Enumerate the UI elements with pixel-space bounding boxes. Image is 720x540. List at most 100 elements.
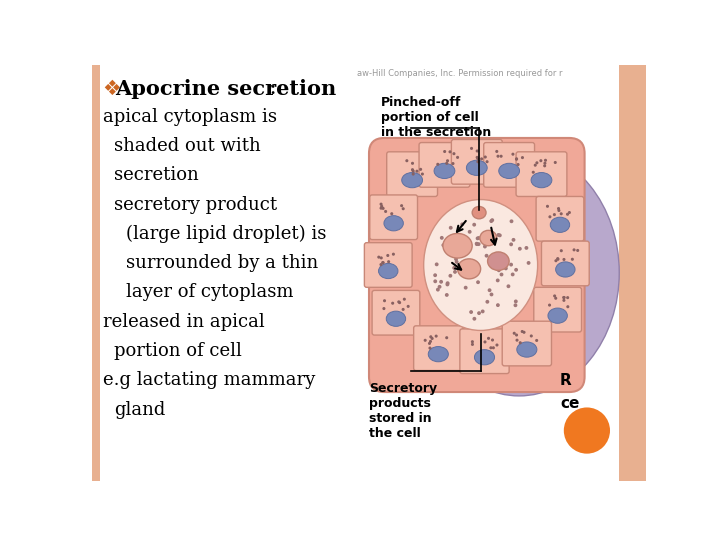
Circle shape — [562, 296, 565, 299]
Circle shape — [476, 237, 480, 240]
Circle shape — [516, 339, 518, 342]
Circle shape — [387, 260, 390, 263]
Circle shape — [500, 273, 503, 276]
Circle shape — [384, 210, 387, 213]
FancyBboxPatch shape — [541, 241, 589, 286]
Circle shape — [474, 242, 479, 246]
Ellipse shape — [423, 200, 538, 330]
Ellipse shape — [487, 252, 509, 271]
Circle shape — [492, 346, 495, 349]
Circle shape — [483, 239, 487, 243]
Circle shape — [485, 300, 490, 303]
Circle shape — [469, 267, 472, 271]
Circle shape — [526, 261, 531, 265]
Ellipse shape — [467, 160, 487, 176]
Ellipse shape — [531, 173, 552, 188]
Circle shape — [513, 303, 518, 307]
FancyBboxPatch shape — [387, 152, 438, 197]
Circle shape — [484, 234, 487, 238]
Circle shape — [441, 243, 445, 247]
Circle shape — [566, 296, 570, 299]
Ellipse shape — [434, 163, 455, 179]
Circle shape — [472, 223, 476, 227]
Circle shape — [452, 152, 456, 155]
Circle shape — [382, 307, 385, 310]
Circle shape — [491, 339, 494, 342]
Circle shape — [562, 258, 565, 261]
Circle shape — [449, 150, 451, 153]
Circle shape — [415, 170, 418, 173]
FancyBboxPatch shape — [372, 291, 420, 335]
Circle shape — [559, 249, 563, 252]
Text: R: R — [560, 373, 572, 388]
Circle shape — [462, 269, 466, 273]
Circle shape — [383, 299, 386, 302]
Circle shape — [496, 303, 500, 307]
Ellipse shape — [517, 342, 537, 357]
Circle shape — [470, 147, 473, 150]
FancyBboxPatch shape — [503, 321, 552, 366]
Circle shape — [446, 248, 451, 252]
Circle shape — [468, 230, 472, 234]
Circle shape — [433, 279, 437, 284]
Circle shape — [445, 293, 449, 297]
Circle shape — [476, 280, 480, 284]
Circle shape — [421, 172, 424, 176]
Circle shape — [572, 248, 575, 252]
Circle shape — [477, 311, 481, 315]
FancyBboxPatch shape — [460, 329, 509, 374]
Circle shape — [435, 262, 438, 266]
Circle shape — [510, 219, 513, 223]
Circle shape — [535, 339, 539, 342]
Circle shape — [428, 342, 431, 345]
Circle shape — [564, 408, 610, 454]
Circle shape — [534, 164, 537, 167]
Circle shape — [397, 300, 400, 303]
Circle shape — [497, 268, 501, 272]
Circle shape — [559, 212, 563, 215]
Ellipse shape — [386, 311, 405, 326]
FancyBboxPatch shape — [534, 287, 582, 332]
Circle shape — [485, 254, 488, 258]
Circle shape — [497, 154, 500, 158]
Circle shape — [472, 317, 477, 321]
FancyBboxPatch shape — [369, 138, 585, 392]
Text: portion of cell: portion of cell — [114, 342, 242, 360]
Circle shape — [515, 158, 518, 160]
Text: :: : — [263, 79, 276, 98]
Circle shape — [477, 157, 480, 160]
Circle shape — [459, 265, 462, 269]
Circle shape — [571, 258, 574, 261]
Circle shape — [512, 238, 516, 242]
Circle shape — [405, 159, 408, 162]
Circle shape — [543, 164, 546, 167]
Circle shape — [392, 253, 395, 256]
Circle shape — [382, 261, 384, 264]
Circle shape — [568, 211, 571, 214]
Circle shape — [544, 161, 546, 165]
Circle shape — [438, 285, 441, 289]
Circle shape — [407, 305, 410, 308]
Circle shape — [451, 162, 454, 165]
Circle shape — [382, 207, 384, 210]
Ellipse shape — [550, 217, 570, 232]
Circle shape — [485, 160, 489, 163]
Circle shape — [380, 205, 383, 208]
Circle shape — [460, 222, 464, 226]
Circle shape — [557, 258, 559, 261]
Circle shape — [386, 254, 390, 257]
Circle shape — [515, 334, 518, 336]
Text: gland: gland — [114, 401, 166, 418]
Circle shape — [402, 308, 405, 311]
Circle shape — [521, 330, 523, 333]
Circle shape — [562, 296, 566, 299]
Text: shaded out with: shaded out with — [114, 137, 261, 155]
Circle shape — [567, 305, 570, 308]
FancyBboxPatch shape — [516, 152, 567, 197]
Circle shape — [487, 337, 490, 340]
Circle shape — [549, 215, 552, 218]
Circle shape — [429, 340, 432, 343]
Circle shape — [484, 156, 487, 159]
Circle shape — [490, 293, 493, 296]
Circle shape — [411, 162, 414, 165]
